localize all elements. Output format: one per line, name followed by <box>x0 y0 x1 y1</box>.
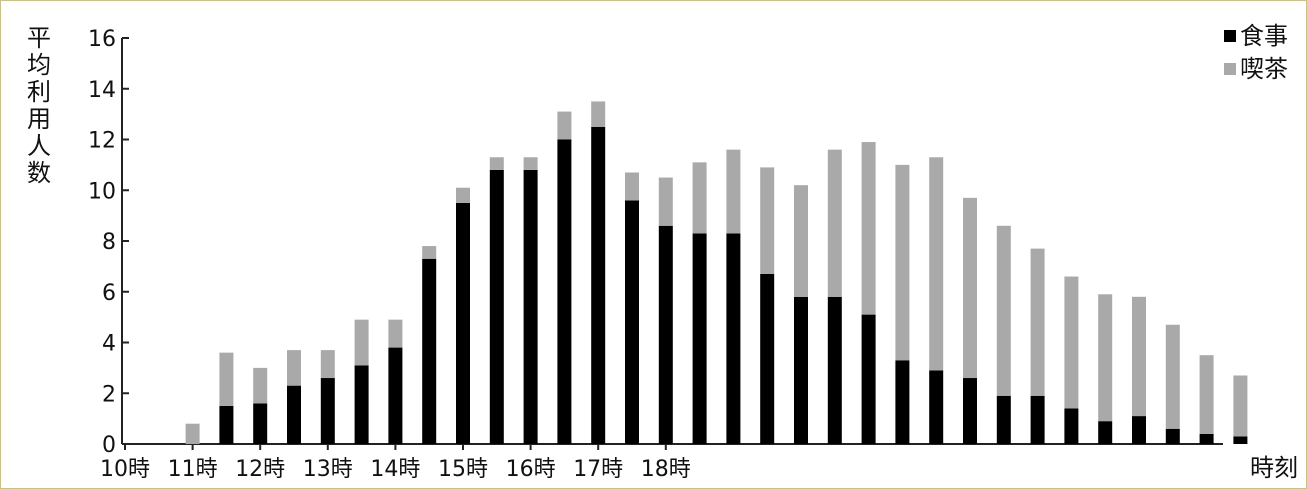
legend-swatch-喫茶 <box>1224 63 1236 75</box>
bar-喫茶 <box>591 101 606 127</box>
legend-label-喫茶: 喫茶 <box>1240 55 1288 83</box>
legend-label-食事: 食事 <box>1240 22 1288 50</box>
bar-食事 <box>1030 395 1045 444</box>
y-tick-label: 6 <box>102 281 116 306</box>
bar-喫茶 <box>861 142 876 315</box>
bar-食事 <box>794 296 808 444</box>
bar-喫茶 <box>658 177 673 226</box>
bar-喫茶 <box>1064 276 1079 409</box>
bar-喫茶 <box>422 246 437 259</box>
bar-食事 <box>320 378 335 444</box>
bar-喫茶 <box>692 162 707 234</box>
bar-喫茶 <box>456 187 470 203</box>
bar-食事 <box>861 314 876 444</box>
bar-食事 <box>1098 421 1113 444</box>
bar-喫茶 <box>219 352 234 406</box>
bar-食事 <box>422 258 437 444</box>
bar-食事 <box>895 360 910 444</box>
bar-喫茶 <box>354 319 369 366</box>
bar-喫茶 <box>996 225 1011 396</box>
bar-食事 <box>388 347 403 444</box>
bar-喫茶 <box>185 423 200 444</box>
bar-食事 <box>1064 408 1079 444</box>
bar-喫茶 <box>726 149 741 234</box>
x-tick-label: 18時 <box>641 457 691 482</box>
x-tick-label: 11時 <box>168 457 218 482</box>
bar-喫茶 <box>1165 324 1180 429</box>
bar-喫茶 <box>388 319 403 348</box>
bar-食事 <box>456 202 470 444</box>
y-axis-title-char: 平 <box>27 24 51 52</box>
bar-食事 <box>760 273 775 444</box>
bar-喫茶 <box>794 185 808 297</box>
bar-喫茶 <box>760 167 775 274</box>
bar-食事 <box>1132 416 1146 444</box>
bar-食事 <box>523 169 538 444</box>
bar-食事 <box>354 365 369 444</box>
x-tick-label: 15時 <box>438 457 488 482</box>
bar-喫茶 <box>625 172 639 201</box>
bar-食事 <box>726 233 741 444</box>
bar-食事 <box>625 200 639 444</box>
legend-swatch-食事 <box>1224 30 1236 42</box>
bar-食事 <box>1199 433 1214 444</box>
bar-喫茶 <box>287 350 301 386</box>
x-tick-label: 16時 <box>506 457 556 482</box>
y-axis-title-char: 人 <box>27 132 51 160</box>
y-tick-label: 12 <box>88 129 116 154</box>
x-tick-label: 14時 <box>370 457 420 482</box>
bar-食事 <box>1233 436 1248 444</box>
x-tick-label: 12時 <box>235 457 285 482</box>
y-tick-label: 0 <box>102 433 116 458</box>
y-tick-label: 14 <box>88 78 116 103</box>
y-tick-label: 10 <box>88 179 116 204</box>
bar-食事 <box>929 370 944 444</box>
y-axis-title-char: 利 <box>27 78 51 106</box>
bar-食事 <box>591 126 606 444</box>
bar-喫茶 <box>557 111 572 140</box>
bar-食事 <box>489 169 504 444</box>
bar-喫茶 <box>489 157 504 170</box>
bar-喫茶 <box>827 149 842 297</box>
bar-喫茶 <box>320 350 335 379</box>
y-tick-label: 16 <box>88 27 116 52</box>
x-tick-label: 10時 <box>100 457 150 482</box>
y-axis-title-char: 用 <box>27 105 51 133</box>
bar-喫茶 <box>963 197 977 379</box>
y-tick-label: 4 <box>102 332 116 357</box>
bar-喫茶 <box>523 157 538 170</box>
y-axis-title-char: 数 <box>27 159 51 187</box>
bar-食事 <box>1165 428 1180 444</box>
y-tick-label: 2 <box>102 382 116 407</box>
y-tick-label: 8 <box>102 230 116 255</box>
bar-喫茶 <box>1030 248 1045 396</box>
x-tick-label: 13時 <box>303 457 353 482</box>
bar-喫茶 <box>1233 375 1248 437</box>
y-axis-title-char: 均 <box>27 51 51 79</box>
bar-食事 <box>996 395 1011 444</box>
bar-食事 <box>692 233 707 444</box>
bar-喫茶 <box>1199 355 1214 434</box>
bar-食事 <box>963 378 977 444</box>
x-tick-label: 17時 <box>573 457 623 482</box>
bar-食事 <box>557 139 572 444</box>
bar-食事 <box>287 385 301 444</box>
bar-喫茶 <box>1098 294 1113 422</box>
bar-食事 <box>658 225 673 444</box>
bar-食事 <box>827 296 842 444</box>
bar-食事 <box>253 403 268 444</box>
x-axis-title: 時刻 <box>1250 454 1298 482</box>
bar-喫茶 <box>929 157 944 371</box>
bar-喫茶 <box>253 367 268 404</box>
bar-喫茶 <box>895 164 910 361</box>
bar-喫茶 <box>1132 296 1146 417</box>
bar-食事 <box>219 405 234 444</box>
